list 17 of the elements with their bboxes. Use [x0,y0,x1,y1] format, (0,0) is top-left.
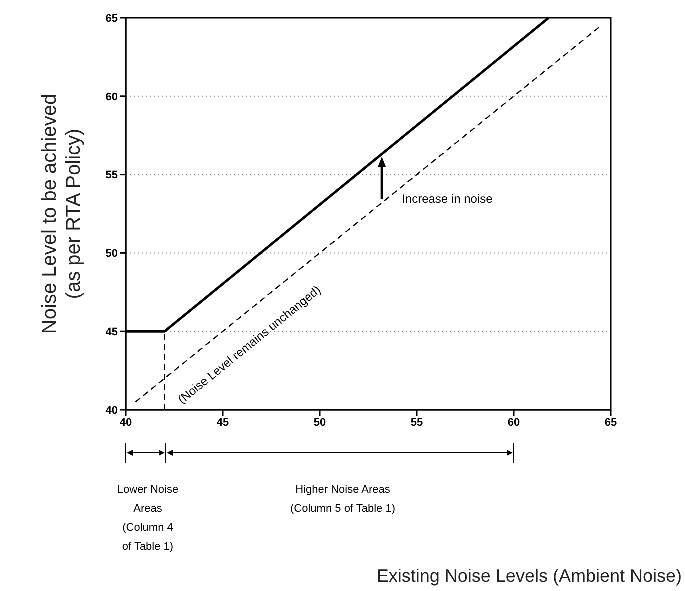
text: Higher Noise Areas (Column 5 of Table 1) [290,484,396,515]
x-tick-label: 50 [314,416,326,429]
y-axis-title: Noise Level to be achieved (as per RTA Policy) [39,94,85,334]
x-tick-label: 65 [604,416,618,429]
y-tick-label: 50 [106,248,118,260]
x-tick-label: 45 [216,416,230,429]
x-tick-label: 40 [120,416,132,429]
y-tick-label: 60 [106,91,118,104]
x-tick-label: 60 [508,416,520,429]
text: Lower Noise Areas (Column 4 of Table 1) [117,484,179,553]
x-tick-label: 55 [410,416,424,429]
y-tick-label: 40 [106,404,118,417]
y-tick-label: 65 [106,12,118,25]
y-tick-label: 45 [106,326,118,339]
text: Existing Noise Levels (Ambient Noise) [376,566,682,586]
annotation: Increase in noise [402,192,494,206]
y-tick-label: 55 [106,170,118,182]
